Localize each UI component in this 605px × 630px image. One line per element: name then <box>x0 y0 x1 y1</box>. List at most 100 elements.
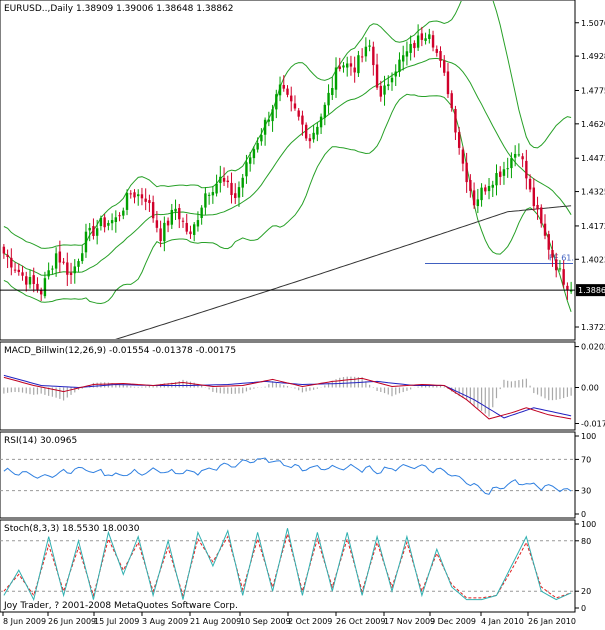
candle-body <box>543 223 547 236</box>
candle-body <box>301 115 304 125</box>
axes: 1.50765 1.49280 1.47750 1.46265 1.44735 1.432… <box>2 19 605 626</box>
candle-body <box>107 222 110 226</box>
candle-body <box>256 143 259 150</box>
candle-body <box>379 85 383 97</box>
candle-body <box>424 38 427 41</box>
upper-band-line <box>3 1 572 249</box>
candle-body <box>163 222 166 242</box>
candle-body <box>435 49 438 53</box>
macd-main-line <box>3 376 572 420</box>
x-tick-label: 26 Jun 2009 <box>48 617 96 626</box>
macd-tick-label: -0.01777 <box>581 419 605 428</box>
rsi-line <box>3 457 572 495</box>
rsi-tick-label: 100 <box>581 432 596 441</box>
candle-body <box>290 95 293 102</box>
price-tick-label: 1.44735 <box>581 154 605 163</box>
candle-body <box>480 187 483 201</box>
candle-body <box>555 259 558 271</box>
candle-body <box>499 171 502 177</box>
copyright-text: Joy Trader, ? 2001-2008 MetaQuotes Softw… <box>3 601 238 611</box>
candle-body <box>502 169 506 176</box>
candle-body <box>170 209 174 225</box>
stoch-panel-title: Stoch(8,3,3) 18.5530 18.0030 <box>4 524 140 534</box>
candle-body <box>372 46 375 66</box>
x-tick-label: 10 Sep 2009 <box>240 617 291 626</box>
macd-tick-label: 0.02021 <box>581 343 605 352</box>
candle-body <box>51 268 54 270</box>
x-tick-label: 15 Jul 2009 <box>94 617 139 626</box>
price-series: FE 61.8 <box>0 1 575 339</box>
candle-body <box>234 193 237 199</box>
candle-body <box>155 220 159 228</box>
candle-body <box>133 192 136 198</box>
candle-body <box>215 183 218 194</box>
candle-body <box>6 254 9 258</box>
candle-body <box>360 56 364 58</box>
candle-body <box>431 35 435 48</box>
stoch-signal-line <box>3 532 572 599</box>
x-tick-label: 17 Nov 2009 <box>384 617 435 626</box>
price-panel <box>0 0 576 341</box>
moving-average-line <box>115 205 572 339</box>
candle-body <box>353 67 356 73</box>
middle-band-line <box>3 57 572 276</box>
current-price-label: 1.38862 <box>578 286 605 295</box>
candle-body <box>517 154 521 156</box>
candle-body <box>390 77 394 83</box>
candle-body <box>528 178 532 190</box>
rsi-series <box>0 457 575 495</box>
candle-body <box>312 132 315 140</box>
rsi-tick-label: 30 <box>581 487 591 496</box>
candle-body <box>525 160 528 179</box>
candle-body <box>263 119 267 135</box>
candle-body <box>394 71 397 77</box>
stoch-tick-label: 80 <box>581 537 591 546</box>
candle-body <box>342 65 345 68</box>
candle-body <box>349 63 353 67</box>
candle-body <box>230 182 233 196</box>
rsi-panel <box>0 431 576 519</box>
candle-body <box>17 269 20 273</box>
lower-band-line <box>3 93 572 312</box>
candle-body <box>39 289 43 295</box>
candle-body <box>551 249 554 258</box>
candle-body <box>275 94 278 110</box>
candle-body <box>278 84 282 96</box>
candle-body <box>77 261 80 267</box>
candle-body <box>510 158 513 169</box>
candle-body <box>207 194 211 196</box>
x-tick-label: 26 Jan 2010 <box>528 617 576 626</box>
candle-body <box>282 84 285 89</box>
candle-body <box>454 108 457 133</box>
candle-body <box>461 149 465 164</box>
candle-body <box>271 109 274 122</box>
candle-body <box>36 283 39 290</box>
candle-body <box>401 55 405 62</box>
candle-body <box>521 156 524 160</box>
candle-body <box>92 226 95 236</box>
candle-body <box>241 177 244 188</box>
candle-body <box>148 200 151 204</box>
candle-body <box>222 177 226 182</box>
candle-body <box>405 51 409 57</box>
candle-body <box>465 162 468 183</box>
candle-body <box>569 290 573 292</box>
x-tick-label: 3 Aug 2009 <box>142 617 188 626</box>
stoch-tick-label: 20 <box>581 587 591 596</box>
candle-body <box>327 92 330 106</box>
candle-body <box>532 187 536 207</box>
candle-body <box>248 157 252 164</box>
candle-body <box>103 217 106 228</box>
candle-body <box>536 204 539 210</box>
candle-body <box>286 88 289 95</box>
candle-body <box>69 272 73 275</box>
candle-body <box>346 63 349 68</box>
candle-body <box>252 149 256 159</box>
stoch-main-line <box>3 528 572 602</box>
macd-panel <box>0 341 576 431</box>
candle-body <box>174 208 177 212</box>
candle-body <box>566 285 569 291</box>
candle-body <box>331 88 334 96</box>
candle-body <box>484 187 487 192</box>
candle-body <box>125 192 129 210</box>
